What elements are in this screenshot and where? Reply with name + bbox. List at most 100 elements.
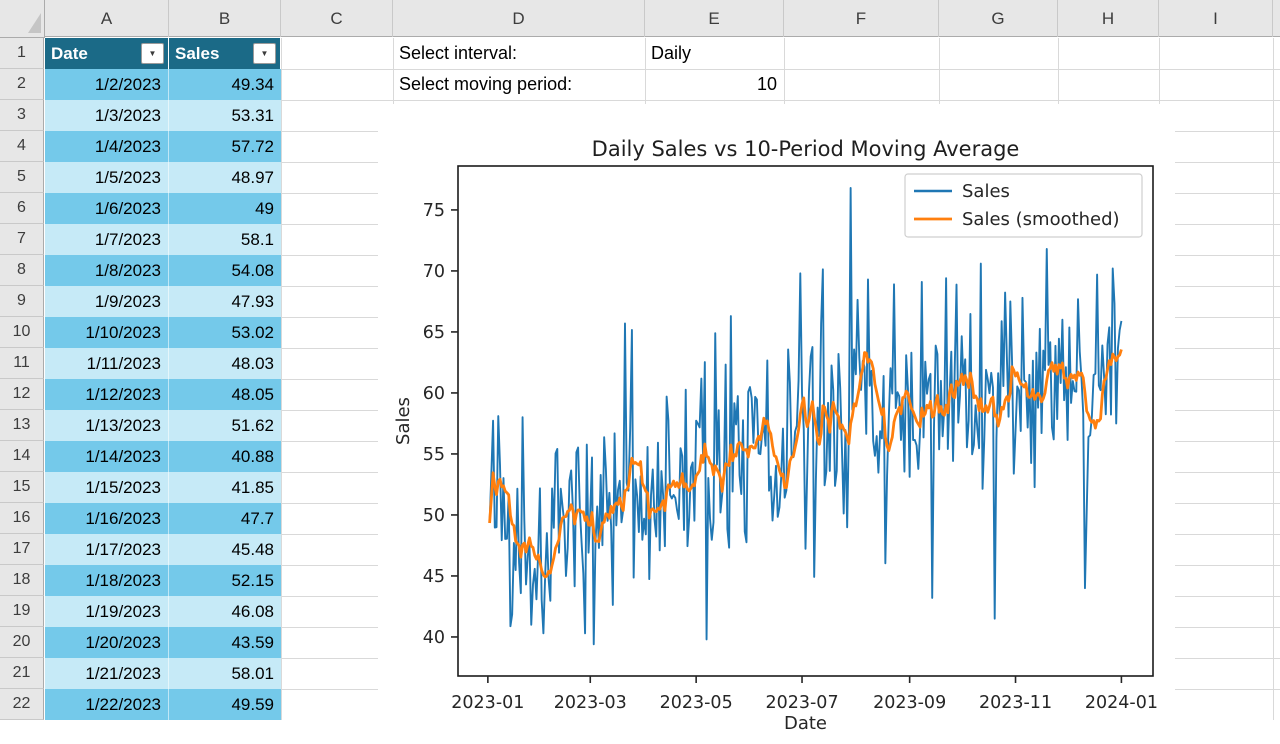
row-header-13[interactable]: 13: [0, 410, 44, 441]
cell-B20-sales[interactable]: 43.59: [169, 627, 281, 658]
column-header-A[interactable]: A: [45, 0, 169, 37]
row-header-16[interactable]: 16: [0, 503, 44, 534]
row-header-21[interactable]: 21: [0, 658, 44, 689]
cell-D2-period-label[interactable]: Select moving period:: [399, 74, 573, 94]
row-header-18[interactable]: 18: [0, 565, 44, 596]
cell-B2-sales[interactable]: 49.34: [169, 69, 281, 100]
cell-E1-interval-value[interactable]: Daily: [651, 43, 692, 63]
row-header-1[interactable]: 1: [0, 38, 44, 69]
cell-B5-sales[interactable]: 48.97: [169, 162, 281, 193]
cell-A17-date[interactable]: 1/17/2023: [45, 534, 169, 565]
cell-A21-date[interactable]: 1/21/2023: [45, 658, 169, 689]
cell-B15-sales[interactable]: 41.85: [169, 472, 281, 503]
row-header-14[interactable]: 14: [0, 441, 44, 472]
cell-A18-date[interactable]: 1/18/2023: [45, 565, 169, 596]
cell-A12-date[interactable]: 1/12/2023: [45, 379, 169, 410]
column-header-F[interactable]: F: [784, 0, 939, 37]
row-header-10[interactable]: 10: [0, 317, 44, 348]
x-tick-label: 2023-07: [765, 693, 838, 713]
x-axis-label: Date: [784, 713, 827, 734]
cell-A13-date[interactable]: 1/13/2023: [45, 410, 169, 441]
cell-A3-date[interactable]: 1/3/2023: [45, 100, 169, 131]
cell-B18-sales[interactable]: 52.15: [169, 565, 281, 596]
cell-D1-interval-label[interactable]: Select interval:: [399, 43, 518, 63]
select-all-corner[interactable]: [0, 0, 45, 38]
row-header-7[interactable]: 7: [0, 224, 44, 255]
cell-B14-sales[interactable]: 40.88: [169, 441, 281, 472]
cell-B10-sales[interactable]: 53.02: [169, 317, 281, 348]
row-header-15[interactable]: 15: [0, 472, 44, 503]
y-tick-label: 55: [423, 445, 445, 465]
cell-A19-date[interactable]: 1/19/2023: [45, 596, 169, 627]
cell-B12-sales[interactable]: 48.05: [169, 379, 281, 410]
cell-A14-date[interactable]: 1/14/2023: [45, 441, 169, 472]
cell-B4-sales[interactable]: 57.72: [169, 131, 281, 162]
y-tick-label: 50: [423, 506, 445, 526]
table-header-date[interactable]: Date ▼: [45, 38, 168, 69]
cell-A16-date[interactable]: 1/16/2023: [45, 503, 169, 534]
table-header-sales[interactable]: Sales ▼: [169, 38, 280, 69]
cell-A6-date[interactable]: 1/6/2023: [45, 193, 169, 224]
grid-line: [45, 100, 1280, 101]
select-all-icon: [28, 13, 41, 33]
cell-A8-date[interactable]: 1/8/2023: [45, 255, 169, 286]
cell-A15-date[interactable]: 1/15/2023: [45, 472, 169, 503]
cell-B17-sales[interactable]: 45.48: [169, 534, 281, 565]
cell-B7-sales[interactable]: 58.1: [169, 224, 281, 255]
embedded-chart-object[interactable]: Daily Sales vs 10-Period Moving Average S…: [378, 104, 1175, 744]
x-tick-label: 2023-03: [554, 693, 627, 713]
column-header-D[interactable]: D: [393, 0, 645, 37]
cell-A20-date[interactable]: 1/20/2023: [45, 627, 169, 658]
column-header-H[interactable]: H: [1058, 0, 1159, 37]
cell-A9-date[interactable]: 1/9/2023: [45, 286, 169, 317]
column-header-C[interactable]: C: [281, 0, 393, 37]
cell-B19-sales[interactable]: 46.08: [169, 596, 281, 627]
y-tick-label: 45: [423, 567, 445, 587]
cell-A4-date[interactable]: 1/4/2023: [45, 131, 169, 162]
table-header-sales-label: Sales: [175, 43, 220, 63]
cell-A11-date[interactable]: 1/11/2023: [45, 348, 169, 379]
cell-B13-sales[interactable]: 51.62: [169, 410, 281, 441]
y-tick-label: 70: [423, 262, 445, 282]
row-header-3[interactable]: 3: [0, 100, 44, 131]
x-tick-label: 2023-11: [979, 693, 1052, 713]
cell-B16-sales[interactable]: 47.7: [169, 503, 281, 534]
row-header-11[interactable]: 11: [0, 348, 44, 379]
row-header-5[interactable]: 5: [0, 162, 44, 193]
cell-A22-date[interactable]: 1/22/2023: [45, 689, 169, 720]
column-header-E[interactable]: E: [645, 0, 784, 37]
row-header-22[interactable]: 22: [0, 689, 44, 720]
cell-A10-date[interactable]: 1/10/2023: [45, 317, 169, 348]
x-tick-label: 2023-09: [873, 693, 946, 713]
row-header-2[interactable]: 2: [0, 69, 44, 100]
column-header-I[interactable]: I: [1159, 0, 1273, 37]
cell-B3-sales[interactable]: 53.31: [169, 100, 281, 131]
x-tick-label: 2023-05: [660, 693, 733, 713]
row-header-4[interactable]: 4: [0, 131, 44, 162]
column-header-strip: [44, 0, 1280, 37]
cell-E2-period-value[interactable]: 10: [756, 74, 777, 94]
smoothed-line-series: [488, 349, 1123, 579]
row-header-17[interactable]: 17: [0, 534, 44, 565]
filter-dropdown-icon-date[interactable]: ▼: [141, 43, 164, 64]
cell-B11-sales[interactable]: 48.03: [169, 348, 281, 379]
row-header-9[interactable]: 9: [0, 286, 44, 317]
y-tick-label: 40: [423, 628, 445, 648]
cell-A2-date[interactable]: 1/2/2023: [45, 69, 169, 100]
cell-B22-sales[interactable]: 49.59: [169, 689, 281, 720]
row-header-8[interactable]: 8: [0, 255, 44, 286]
cell-B8-sales[interactable]: 54.08: [169, 255, 281, 286]
column-header-G[interactable]: G: [939, 0, 1058, 37]
cell-B6-sales[interactable]: 49: [169, 193, 281, 224]
row-header-12[interactable]: 12: [0, 379, 44, 410]
row-header-6[interactable]: 6: [0, 193, 44, 224]
cell-A5-date[interactable]: 1/5/2023: [45, 162, 169, 193]
filter-dropdown-icon-sales[interactable]: ▼: [253, 43, 276, 64]
cell-B21-sales[interactable]: 58.01: [169, 658, 281, 689]
row-header-20[interactable]: 20: [0, 627, 44, 658]
cell-A7-date[interactable]: 1/7/2023: [45, 224, 169, 255]
column-header-B[interactable]: B: [169, 0, 281, 37]
row-header-19[interactable]: 19: [0, 596, 44, 627]
cell-B9-sales[interactable]: 47.93: [169, 286, 281, 317]
y-tick-label: 65: [423, 323, 445, 343]
